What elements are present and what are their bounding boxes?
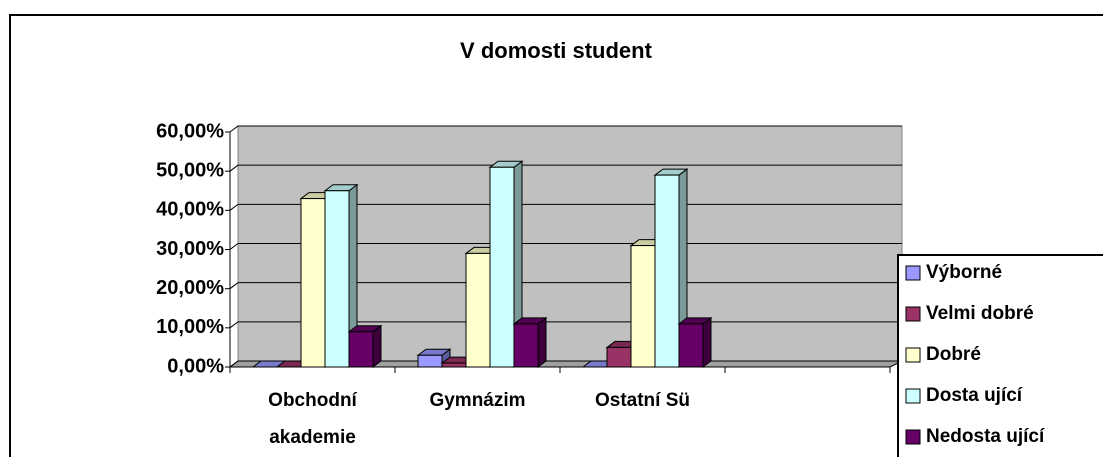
x-tick-label: Ostatní Sü — [594, 390, 690, 411]
bar-front — [513, 323, 539, 368]
legend-swatch — [905, 347, 921, 363]
bar-front — [654, 174, 680, 368]
bar-side — [537, 316, 547, 368]
y-tick-label: 10,00% — [156, 316, 224, 338]
legend-box — [897, 254, 1103, 457]
legend-label: Výborné — [926, 262, 1002, 283]
bar — [347, 324, 383, 368]
bar-side — [372, 324, 382, 368]
bar-front — [441, 362, 467, 368]
x-tick-label: Obchodní akademie — [268, 390, 357, 448]
bar-front — [606, 346, 632, 368]
bar — [488, 160, 524, 368]
bar — [512, 316, 548, 368]
grid-line — [229, 164, 902, 172]
bar-front — [465, 252, 491, 368]
y-tick-label: 20,00% — [156, 277, 224, 299]
legend-label: Dosta ující — [926, 385, 1023, 406]
bar — [323, 183, 359, 368]
legend-swatch — [905, 429, 921, 445]
y-tick-label: 40,00% — [156, 199, 224, 221]
grid-line — [229, 125, 902, 133]
legend-label: Nedosta ující — [926, 426, 1045, 447]
bar-front — [489, 166, 515, 368]
bar-front — [300, 198, 326, 368]
legend-swatch — [905, 265, 921, 281]
bar — [416, 348, 452, 368]
bar-front — [348, 331, 374, 368]
bar-front — [417, 354, 443, 368]
legend-swatch — [905, 388, 921, 404]
x-tick-label: Gymnázim — [429, 390, 526, 411]
y-tick-label: 30,00% — [156, 238, 224, 260]
chart-title: V domosti student — [460, 38, 653, 63]
bar — [653, 168, 689, 368]
bar — [677, 316, 713, 368]
y-tick-label: 50,00% — [156, 159, 224, 181]
bar-front — [324, 190, 350, 368]
bar-front — [678, 323, 704, 368]
legend-label: Velmi dobré — [926, 303, 1034, 324]
legend-swatch — [905, 306, 921, 322]
y-tick-label: 60,00% — [156, 120, 224, 142]
bar-front — [630, 245, 656, 368]
y-tick-label: 0,00% — [167, 355, 224, 377]
legend-label: Dobré — [926, 344, 981, 365]
bar-side — [702, 316, 712, 368]
